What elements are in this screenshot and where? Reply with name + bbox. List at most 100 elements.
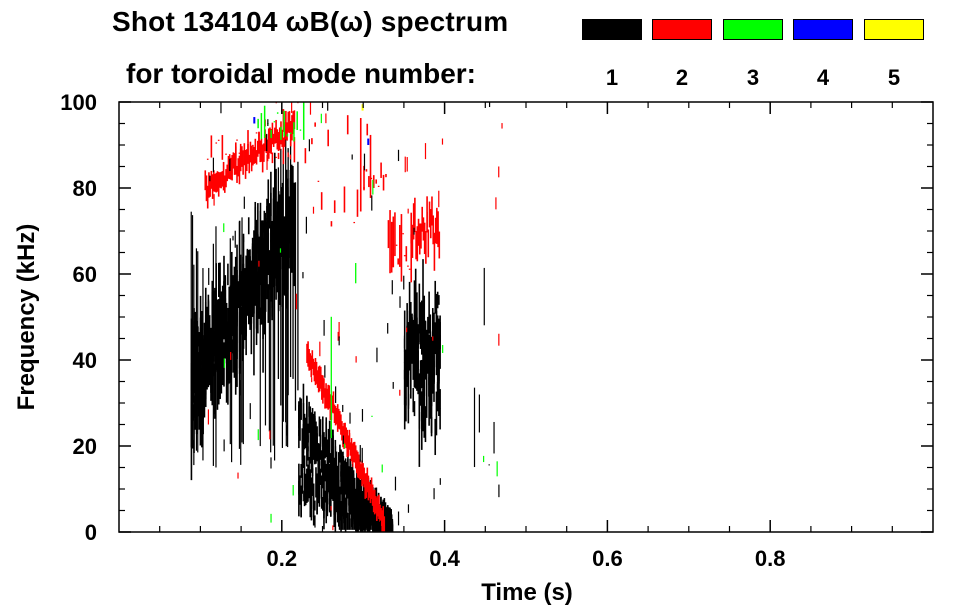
spectrum-pixel-mode-1 <box>285 209 288 245</box>
spectrum-pixel-mode-1 <box>237 281 240 309</box>
spectrum-pixel-mode-1 <box>229 158 231 172</box>
spectrum-pixel-mode-1 <box>369 500 372 526</box>
spectrum-pixel-mode-1 <box>308 406 310 417</box>
spectrum-pixel-mode-1 <box>251 248 254 291</box>
spectrum-pixel-mode-2 <box>243 143 246 166</box>
spectrum-pixel-mode-1 <box>353 516 356 530</box>
spectrum-pixel-mode-1 <box>331 454 333 497</box>
spectrum-pixel-mode-2 <box>441 138 444 145</box>
spectrum-pixel-mode-1 <box>322 497 324 511</box>
spectrum-pixel-mode-1 <box>405 397 407 422</box>
spectrum-pixel-mode-2 <box>363 467 365 488</box>
spectrum-pixel-mode-2 <box>292 111 294 135</box>
spectrum-pixel-mode-1 <box>311 435 314 457</box>
spectrum-pixel-mode-1 <box>341 451 343 469</box>
spectrum-pixel-mode-2 <box>310 355 313 378</box>
spectrum-pixel-mode-2 <box>230 351 232 360</box>
spectrum-pixel-mode-1 <box>270 240 272 453</box>
spectrum-pixel-mode-1 <box>250 260 253 324</box>
spectrum-pixel-mode-2 <box>360 464 362 480</box>
spectrum-pixel-mode-1 <box>431 342 434 394</box>
spectrum-pixel-mode-1 <box>358 507 361 526</box>
spectrum-pixel-mode-2 <box>423 222 426 255</box>
spectrum-pixel-mode-1 <box>407 333 410 390</box>
spectrum-pixel-mode-1 <box>217 262 220 297</box>
spectrum-pixel-mode-1 <box>328 488 331 505</box>
spectrum-pixel-mode-2 <box>206 185 209 209</box>
spectrum-pixel-mode-1 <box>228 309 231 341</box>
spectrum-pixel-mode-2 <box>333 200 336 213</box>
spectrum-pixel-mode-2 <box>238 152 241 154</box>
spectrum-pixel-mode-1 <box>436 291 439 309</box>
spectrum-pixel-mode-1 <box>419 360 422 406</box>
spectrum-pixel-mode-2 <box>264 129 266 152</box>
spectrum-pixel-mode-2 <box>344 422 346 445</box>
spectrum-pixel-mode-1 <box>359 445 361 462</box>
spectrum-pixel-mode-1 <box>225 302 228 342</box>
spectrum-pixel-mode-1 <box>299 404 301 441</box>
spectrum-pixel-mode-1 <box>434 418 437 456</box>
spectrum-pixel-mode-1 <box>435 293 438 333</box>
legend-swatch-mode-2 <box>652 19 712 40</box>
spectrum-pixel-mode-3 <box>372 179 374 195</box>
spectrum-pixel-mode-2 <box>221 171 224 187</box>
spectrum-pixel-mode-1 <box>412 388 415 413</box>
spectrum-pixel-mode-2 <box>324 388 326 409</box>
spectrum-pixel-mode-1 <box>259 210 261 447</box>
spectrum-pixel-mode-2 <box>266 139 269 162</box>
spectrum-pixel-mode-1 <box>327 450 330 493</box>
spectrum-pixel-mode-1 <box>293 208 296 287</box>
spectrum-pixel-mode-2 <box>353 221 356 224</box>
spectrum-pixel-mode-3 <box>257 118 259 129</box>
spectrum-pixel-mode-1 <box>385 515 388 530</box>
spectrum-pixel-mode-1 <box>325 491 328 524</box>
spectrum-pixel-mode-2 <box>335 407 338 425</box>
y-tick-label: 80 <box>73 176 97 201</box>
spectrum-pixel-mode-2 <box>214 173 216 192</box>
spectrum-pixel-mode-1 <box>236 269 238 323</box>
spectrum-pixel-mode-2 <box>407 208 409 214</box>
spectrum-pixel-mode-1 <box>331 449 333 475</box>
spectrum-pixel-mode-1 <box>273 152 276 226</box>
spectrum-pixel-mode-1 <box>407 366 410 424</box>
spectrum-pixel-mode-1 <box>302 490 304 502</box>
spectrum-pixel-mode-1 <box>309 406 312 440</box>
spectrum-pixel-mode-2 <box>338 321 340 338</box>
spectrum-pixel-mode-3 <box>263 105 266 138</box>
spectrum-pixel-mode-1 <box>377 511 380 530</box>
spectrum-pixel-mode-1 <box>438 338 440 381</box>
spectrum-pixel-mode-1 <box>322 446 324 489</box>
axis-ticks: 0.2 0.4 0.6 0.8 0 20 40 60 80 100 <box>60 90 933 571</box>
spectrum-pixel-mode-1 <box>335 478 338 495</box>
spectrum-pixel-mode-1 <box>262 277 264 322</box>
spectrum-pixel-mode-1 <box>317 443 320 486</box>
spectrum-pixel-mode-1 <box>363 481 365 509</box>
spectrum-pixel-mode-2 <box>327 384 329 410</box>
spectrum-pixel-mode-1 <box>224 323 227 334</box>
spectrum-pixel-mode-1 <box>290 200 293 273</box>
spectrum-pixel-mode-2 <box>404 156 406 173</box>
spectrum-pixel-mode-2 <box>349 442 352 456</box>
spectrum-pixel-mode-1 <box>306 396 308 426</box>
spectrum-pixel-mode-1 <box>314 515 316 528</box>
spectrum-pixel-mode-1 <box>219 262 221 311</box>
spectrum-pixel-mode-3 <box>320 113 322 124</box>
spectrum-pixel-mode-2 <box>337 408 340 429</box>
spectrum-pixel-mode-2 <box>438 231 441 259</box>
y-tick-label: 60 <box>73 262 97 287</box>
spectrum-pixel-mode-2 <box>254 138 257 164</box>
spectrum-pixel-mode-2 <box>239 148 242 172</box>
spectrum-pixel-mode-3 <box>279 248 282 253</box>
spectrum-pixel-mode-1 <box>320 477 323 498</box>
spectrum-pixel-mode-1 <box>343 511 346 530</box>
spectrum-pixel-mode-2 <box>361 460 363 487</box>
spectrum-pixel-mode-1 <box>349 481 351 515</box>
spectrum-pixel-mode-2 <box>266 154 268 170</box>
spectrum-pixel-mode-1 <box>355 516 357 530</box>
spectrum-pixel-mode-1 <box>228 322 231 384</box>
spectrum-pixel-mode-1 <box>434 323 437 342</box>
spectrum-pixel-mode-1 <box>345 517 347 530</box>
spectrum-pixel-mode-1 <box>363 511 365 530</box>
spectrum-pixel-mode-2 <box>363 165 365 191</box>
spectrum-pixel-mode-1 <box>257 296 259 309</box>
